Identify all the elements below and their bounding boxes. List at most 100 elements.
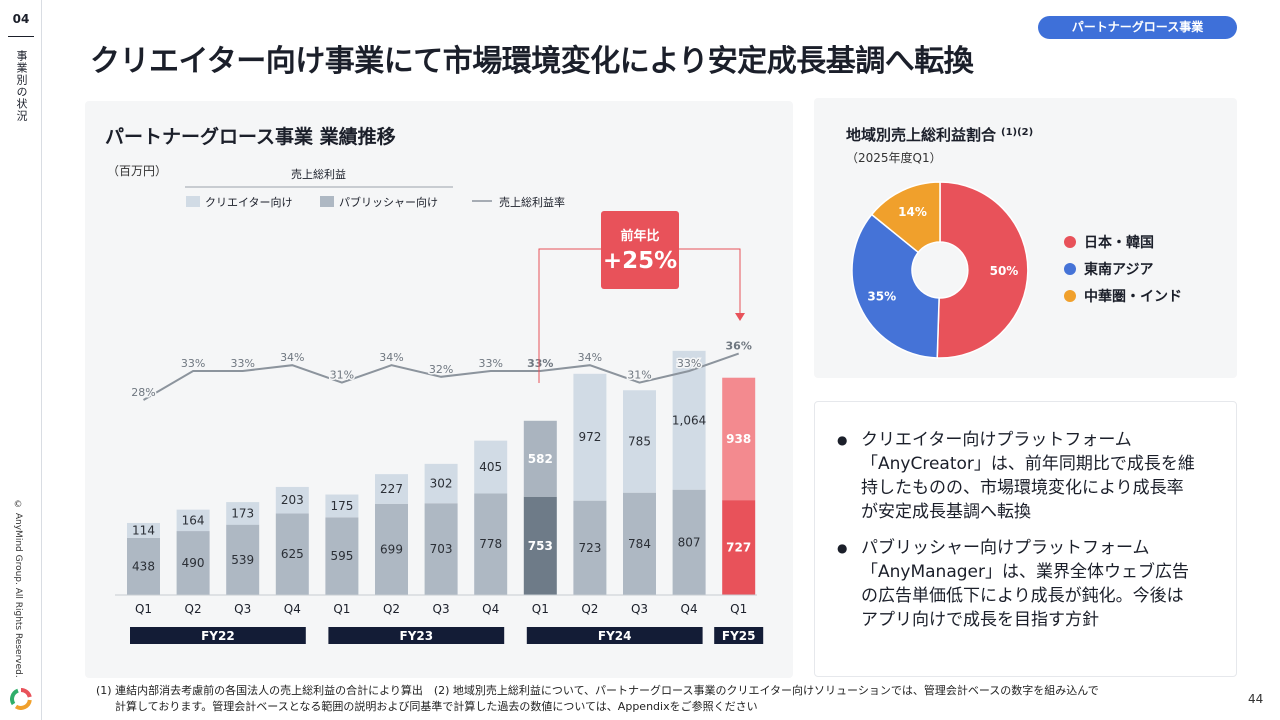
bar-publisher — [375, 503, 408, 595]
bar-creator — [275, 486, 309, 514]
copyright-text: © AnyMind Group. All Rights Reserved. — [13, 500, 23, 678]
margin-label: 28% — [131, 386, 155, 399]
x-tick-label: Q4 — [681, 602, 698, 616]
data-label-publisher: 727 — [726, 541, 751, 555]
data-label-publisher: 753 — [528, 539, 553, 553]
pie-legend-label: 中華圏・インド — [1084, 288, 1182, 305]
fiscal-year-band — [714, 627, 764, 644]
fiscal-year-label: FY23 — [400, 629, 434, 643]
x-tick-label: Q2 — [383, 602, 400, 616]
legend-label-creator: クリエイター向け — [205, 195, 293, 209]
fiscal-year-label: FY24 — [598, 629, 632, 643]
chart-title: パートナーグロース事業 業績推移 — [105, 125, 396, 148]
bar-creator — [176, 509, 210, 532]
pie-subtitle: （2025年度Q1） — [846, 150, 942, 165]
data-label-publisher: 595 — [330, 549, 353, 563]
pie-title: 地域別売上総利益割合 (1)(2) — [846, 126, 1033, 144]
bullet-text: クリエイター向けプラットフォーム「AnyCreator」は、前年同期比で成長を維… — [861, 430, 1195, 522]
data-label-creator: 582 — [528, 452, 553, 466]
fiscal-year-band — [328, 627, 505, 644]
bar-publisher — [523, 496, 557, 595]
bar-creator — [325, 494, 359, 518]
data-label-publisher: 539 — [231, 553, 254, 567]
data-label-publisher: 723 — [578, 541, 601, 555]
callout-value: +25% — [603, 248, 677, 274]
fiscal-year-band — [130, 627, 306, 644]
pie-slice-label: 35% — [867, 290, 896, 304]
margin-label: 34% — [280, 351, 304, 364]
bar-publisher — [722, 500, 756, 595]
bullet-item-creator: ● クリエイター向けプラットフォーム「AnyCreator」は、前年同期比で成長… — [837, 428, 1197, 524]
bar-publisher — [623, 492, 656, 595]
margin-label: 31% — [330, 369, 354, 382]
data-label-creator: 203 — [281, 493, 304, 507]
pie-slice-label: 14% — [898, 205, 927, 219]
legend-group-label: 売上総利益 — [291, 167, 346, 181]
pie-legend-label: 日本・韓国 — [1084, 234, 1154, 251]
data-label-creator: 164 — [182, 513, 205, 527]
data-label-creator: 114 — [132, 523, 155, 537]
bar-publisher — [127, 537, 160, 595]
data-label-publisher: 703 — [430, 542, 453, 556]
x-tick-label: Q1 — [730, 602, 747, 616]
x-tick-label: Q1 — [333, 602, 350, 616]
bullet-text: パブリッシャー向けプラットフォーム「AnyManager」は、業界全体ウェブ広告… — [861, 538, 1189, 630]
bar-creator — [375, 474, 408, 504]
margin-label: 34% — [379, 351, 403, 364]
margin-label: 34% — [578, 351, 602, 364]
data-label-creator: 173 — [231, 506, 254, 520]
pie-legend-swatch — [1064, 236, 1076, 248]
bar-publisher — [424, 503, 458, 595]
data-label-publisher: 784 — [628, 537, 651, 551]
rail-divider — [8, 36, 34, 37]
fiscal-year-label: FY22 — [201, 629, 235, 643]
pie-legend-swatch — [1064, 290, 1076, 302]
bar-publisher — [474, 493, 508, 595]
page-number-bottom: 44 — [1248, 692, 1264, 706]
margin-label: 36% — [726, 340, 752, 353]
callout-label: 前年比 — [620, 228, 659, 244]
x-tick-label: Q3 — [433, 602, 450, 616]
data-label-creator: 175 — [330, 499, 353, 513]
fiscal-year-label: FY25 — [722, 629, 756, 643]
callout-box — [601, 211, 679, 289]
x-tick-label: Q1 — [532, 602, 549, 616]
margin-label: 33% — [230, 357, 254, 370]
bullet-item-publisher: ● パブリッシャー向けプラットフォーム「AnyManager」は、業界全体ウェブ… — [837, 536, 1197, 632]
bar-creator — [722, 377, 756, 501]
bar-creator — [226, 502, 260, 525]
margin-label: 33% — [478, 357, 502, 370]
page-title: クリエイター向け事業にて市場環境変化により安定成長基調へ転換 — [90, 44, 974, 79]
x-tick-label: Q2 — [581, 602, 598, 616]
footnote-line-1: (1) 連結内部消去考慮前の各国法人の売上総利益の合計により算出 (2) 地域別… — [96, 684, 1099, 697]
commentary-panel: ● クリエイター向けプラットフォーム「AnyCreator」は、前年同期比で成長… — [814, 401, 1237, 677]
pie-slice — [936, 181, 1029, 359]
bar-creator — [573, 373, 607, 501]
bar-publisher — [176, 531, 210, 595]
pie-title-superscript: (1)(2) — [1001, 127, 1033, 138]
left-rail: 04 事業別の状況 © AnyMind Group. All Rights Re… — [0, 0, 42, 720]
bar-publisher — [226, 524, 260, 595]
footnote-line-2: 計算しております。管理会計ベースとなる範囲の説明および同基準で計算した過去の数値… — [115, 700, 758, 713]
bar-creator — [523, 420, 557, 497]
section-label: 事業別の状況 — [15, 50, 28, 122]
segment-pill: パートナーグロース事業 — [1038, 16, 1237, 39]
pie-title-text: 地域別売上総利益割合 — [846, 126, 997, 144]
bar-creator — [623, 390, 656, 493]
pie-slice — [851, 213, 940, 359]
pie-chart-panel: 地域別売上総利益割合 (1)(2) （2025年度Q1） 50% 35% 14% 日本… — [814, 98, 1237, 378]
bar-creator — [424, 463, 458, 504]
data-label-creator: 972 — [578, 430, 601, 444]
margin-label: 33% — [181, 357, 205, 370]
data-label-creator: 1,064 — [672, 413, 706, 427]
x-tick-label: Q3 — [234, 602, 251, 616]
data-label-creator: 405 — [479, 460, 502, 474]
unit-label: （百万円） — [107, 164, 167, 178]
margin-label: 33% — [527, 357, 553, 370]
data-label-creator: 302 — [430, 477, 453, 491]
x-tick-label: Q1 — [135, 602, 152, 616]
bar-creator — [127, 522, 160, 538]
bar-creator — [474, 440, 508, 494]
fiscal-year-band — [526, 627, 703, 644]
page-number-top: 04 — [12, 12, 30, 26]
